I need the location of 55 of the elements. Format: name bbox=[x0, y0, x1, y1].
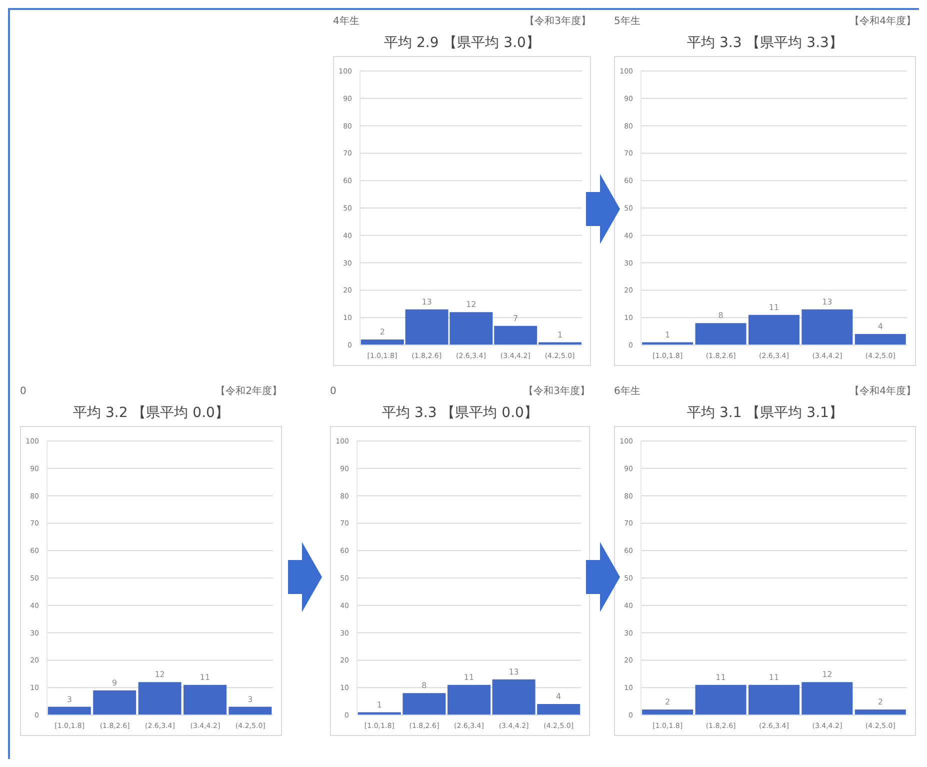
data-label: 11 bbox=[200, 672, 210, 682]
chart-title: 平均 2.9 【県平均 3.0】 bbox=[383, 34, 541, 53]
bar bbox=[184, 684, 227, 715]
chart-subtitle: 4年生 bbox=[333, 14, 360, 29]
chart-subtitle: 6年生 bbox=[614, 384, 640, 399]
data-label: 8 bbox=[422, 681, 427, 690]
bar bbox=[748, 684, 800, 715]
data-label: 7 bbox=[513, 314, 518, 323]
data-label: 1 bbox=[665, 330, 670, 340]
bar bbox=[138, 682, 182, 715]
bar bbox=[48, 706, 91, 715]
data-label: 13 bbox=[822, 297, 832, 306]
bar bbox=[447, 684, 490, 715]
bar bbox=[228, 706, 272, 715]
data-label: 4 bbox=[878, 322, 883, 332]
chart-title: 平均 3.2 【県平均 0.0】 bbox=[72, 404, 230, 423]
chart-subtitle: 0 bbox=[330, 385, 336, 399]
chart-subtitle: 5年生 bbox=[614, 14, 640, 29]
chart-title: 平均 3.1 【県平均 3.1】 bbox=[686, 404, 844, 423]
bar bbox=[642, 710, 694, 715]
bar bbox=[854, 710, 906, 715]
text: 【令和4年度】 bbox=[850, 14, 916, 29]
data-label: 11 bbox=[768, 302, 780, 312]
data-label: 1 bbox=[376, 700, 382, 710]
bar bbox=[695, 323, 746, 345]
data-label: 2 bbox=[380, 328, 385, 337]
data-label: 12 bbox=[466, 300, 476, 310]
data-label: 2 bbox=[665, 698, 670, 707]
chart-subtitle: 0 bbox=[20, 385, 26, 399]
text: 【令和3年度】 bbox=[524, 14, 591, 29]
chart-title: 平均 3.3 【県平均 3.3】 bbox=[686, 34, 844, 53]
bar bbox=[93, 690, 136, 715]
text: 【令和4年度】 bbox=[850, 384, 916, 399]
data-label: 8 bbox=[718, 311, 724, 320]
bar bbox=[695, 684, 746, 715]
text: 【令和2年度】 bbox=[216, 384, 282, 399]
data-label: 4 bbox=[556, 692, 562, 702]
data-label: 13 bbox=[422, 297, 432, 306]
bar bbox=[802, 309, 853, 345]
data-label: 3 bbox=[248, 694, 253, 704]
data-label: 2 bbox=[878, 698, 883, 707]
data-label: 11 bbox=[716, 672, 726, 682]
data-label: 12 bbox=[154, 670, 165, 680]
data-label: 3 bbox=[66, 694, 72, 704]
data-label: 13 bbox=[508, 667, 519, 676]
data-label: 11 bbox=[768, 672, 780, 682]
bar bbox=[802, 682, 853, 715]
data-label: 1 bbox=[557, 330, 563, 340]
data-label: 9 bbox=[112, 678, 118, 688]
bar bbox=[748, 314, 800, 345]
bar bbox=[854, 334, 906, 345]
chart-title: 平均 3.3 【県平均 0.0】 bbox=[381, 404, 539, 423]
data-label: 11 bbox=[464, 672, 474, 682]
data-label: 12 bbox=[822, 670, 832, 680]
text: 【令和3年度】 bbox=[524, 384, 590, 399]
